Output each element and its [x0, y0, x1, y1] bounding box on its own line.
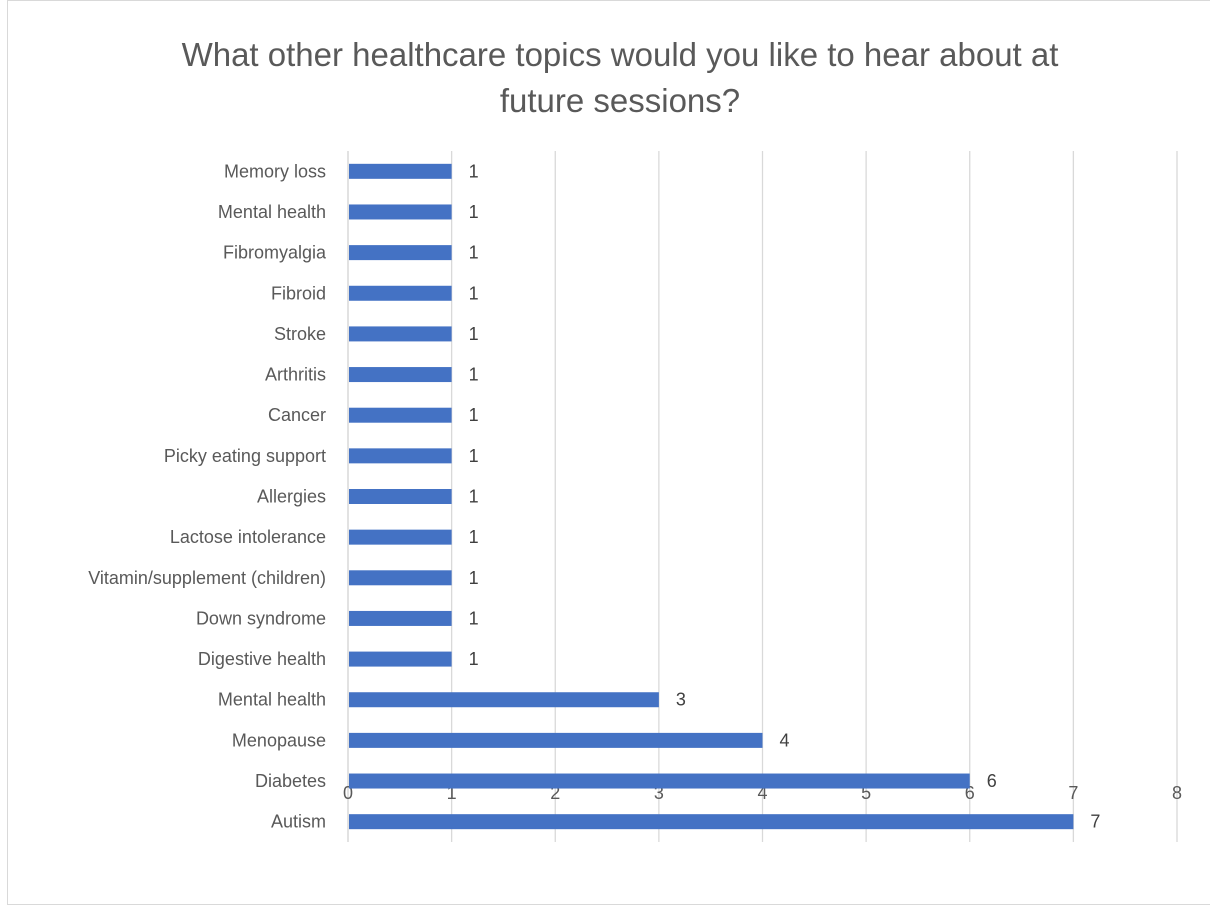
bar: [349, 570, 452, 586]
bar: [349, 285, 452, 301]
category-label: Mental health: [218, 690, 326, 710]
category-label: Fibroid: [271, 283, 326, 303]
data-label: 1: [469, 365, 479, 385]
bar: [349, 529, 452, 545]
bar: [349, 204, 452, 220]
bar: [349, 651, 452, 667]
data-label: 1: [469, 649, 479, 669]
category-label: Picky eating support: [164, 446, 326, 466]
data-label: 1: [469, 527, 479, 547]
category-label: Autism: [271, 812, 326, 832]
bar: [349, 489, 452, 504]
category-label: Down syndrome: [196, 608, 326, 628]
bar: [349, 732, 763, 748]
data-label: 1: [469, 446, 479, 466]
x-tick-label: 5: [861, 783, 871, 803]
bar: [349, 245, 452, 261]
x-tick-label: 7: [1068, 783, 1078, 803]
data-label: 1: [469, 568, 479, 588]
x-tick-label: 0: [343, 783, 353, 803]
category-label: Cancer: [268, 405, 326, 425]
chart-frame: [7, 0, 1210, 905]
data-label: 1: [469, 324, 479, 344]
data-label: 6: [987, 771, 997, 791]
bar: [349, 610, 452, 626]
category-label: Mental health: [218, 202, 326, 222]
x-tick-label: 2: [550, 783, 560, 803]
data-label: 1: [469, 608, 479, 628]
x-tick-label: 8: [1172, 783, 1182, 803]
category-label: Menopause: [232, 730, 326, 750]
chart-title: What other healthcare topics would you l…: [181, 36, 1059, 119]
category-label: Lactose intolerance: [170, 527, 326, 547]
category-label: Diabetes: [255, 771, 326, 791]
data-label: 1: [469, 161, 479, 181]
bar: [349, 814, 1074, 830]
category-label: Vitamin/supplement (children): [88, 568, 326, 588]
data-label: 1: [469, 405, 479, 425]
data-label: 4: [780, 730, 790, 750]
data-label: 1: [469, 202, 479, 222]
category-label: Digestive health: [198, 649, 326, 669]
category-label: Stroke: [274, 324, 326, 344]
data-label: 7: [1090, 812, 1100, 832]
bar: [349, 448, 452, 464]
bar: [349, 692, 659, 708]
data-label: 1: [469, 243, 479, 263]
x-tick-label: 1: [447, 783, 457, 803]
bar: [349, 367, 452, 383]
bar: [349, 326, 452, 342]
data-label: 3: [676, 690, 686, 710]
bar: [349, 407, 452, 423]
x-tick-label: 3: [654, 783, 664, 803]
bar: [349, 773, 970, 789]
category-label: Allergies: [257, 487, 326, 507]
data-label: 1: [469, 283, 479, 303]
x-tick-label: 6: [965, 783, 975, 803]
x-tick-label: 4: [757, 783, 767, 803]
category-label: Fibromyalgia: [223, 243, 327, 263]
category-label: Arthritis: [265, 365, 326, 385]
data-label: 1: [469, 487, 479, 507]
bar: [349, 163, 452, 179]
category-label: Memory loss: [224, 161, 326, 181]
